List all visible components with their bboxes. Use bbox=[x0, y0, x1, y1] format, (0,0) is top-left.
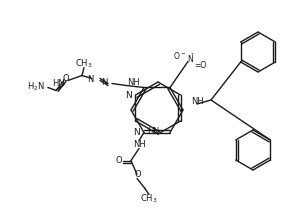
Text: CH$_3$: CH$_3$ bbox=[75, 57, 93, 70]
Text: H: H bbox=[147, 127, 153, 136]
Text: N: N bbox=[187, 55, 193, 64]
Text: =O: =O bbox=[194, 61, 206, 70]
Text: $^+$: $^+$ bbox=[190, 52, 196, 57]
Text: O: O bbox=[116, 156, 122, 165]
Text: O: O bbox=[135, 170, 141, 179]
Text: HN: HN bbox=[52, 79, 65, 88]
Text: H$_2$N: H$_2$N bbox=[27, 80, 45, 93]
Text: N: N bbox=[87, 75, 93, 84]
Text: N: N bbox=[102, 78, 108, 87]
Text: N: N bbox=[134, 128, 140, 137]
Text: NH: NH bbox=[133, 140, 145, 149]
Text: N: N bbox=[125, 90, 132, 99]
Text: O$^-$: O$^-$ bbox=[174, 50, 187, 61]
Text: NH: NH bbox=[191, 97, 204, 106]
Text: CH$_3$: CH$_3$ bbox=[140, 192, 158, 205]
Text: N: N bbox=[152, 127, 158, 136]
Text: NH: NH bbox=[127, 78, 140, 87]
Text: O: O bbox=[63, 74, 69, 83]
